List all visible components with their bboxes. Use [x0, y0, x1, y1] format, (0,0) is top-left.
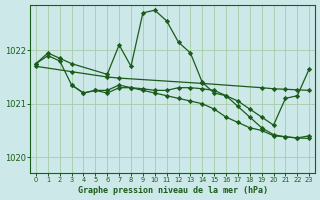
- X-axis label: Graphe pression niveau de la mer (hPa): Graphe pression niveau de la mer (hPa): [77, 186, 268, 195]
